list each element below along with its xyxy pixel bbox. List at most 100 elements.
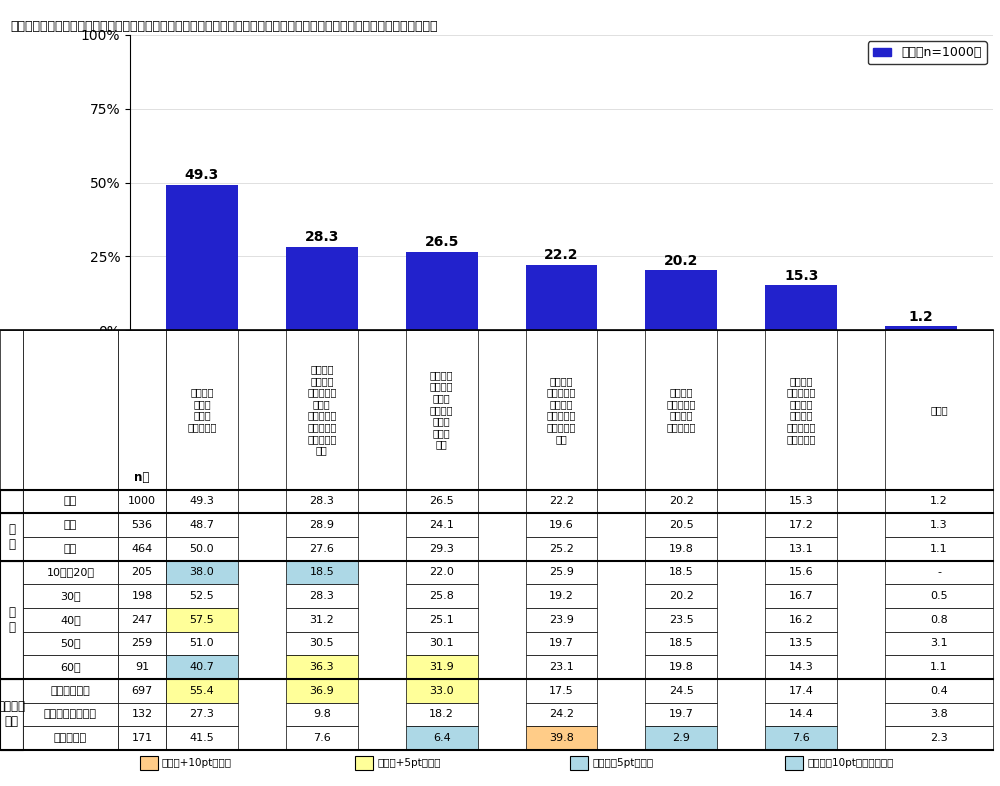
- Text: 1.1: 1.1: [930, 662, 948, 672]
- Text: 25.1: 25.1: [429, 615, 454, 625]
- Text: 30.1: 30.1: [429, 638, 454, 648]
- Text: 17.2: 17.2: [789, 520, 814, 530]
- Text: 30代: 30代: [60, 591, 81, 601]
- Text: 16.7: 16.7: [789, 591, 814, 601]
- Text: 温室効果
ガス削減
効果が
あるか、
わかり
やすい
表示: 温室効果 ガス削減 効果が あるか、 わかり やすい 表示: [430, 370, 453, 450]
- Text: 全体: 全体: [64, 497, 77, 506]
- Text: 19.7: 19.7: [669, 710, 694, 719]
- Text: 31.9: 31.9: [429, 662, 454, 672]
- Text: 男性: 男性: [64, 520, 77, 530]
- Bar: [885, 326, 957, 330]
- Text: 171: 171: [131, 733, 153, 744]
- Text: 697: 697: [131, 686, 153, 696]
- Text: 20.2: 20.2: [669, 497, 694, 506]
- Text: 10代・20代: 10代・20代: [46, 567, 94, 578]
- Text: 24.1: 24.1: [429, 520, 454, 530]
- Text: 51.0: 51.0: [190, 638, 214, 648]
- Text: 24.5: 24.5: [669, 686, 694, 696]
- Text: 15.3: 15.3: [789, 497, 814, 506]
- Bar: [406, 252, 478, 330]
- Text: 16.2: 16.2: [789, 615, 814, 625]
- Text: 27.3: 27.3: [189, 710, 214, 719]
- Text: 全体比－5pt以下／: 全体比－5pt以下／: [592, 758, 653, 768]
- Text: 15.3: 15.3: [784, 269, 818, 282]
- Text: 40.7: 40.7: [189, 662, 214, 672]
- Text: 19.6: 19.6: [549, 520, 574, 530]
- Text: 20.2: 20.2: [669, 591, 694, 601]
- Text: 1.2: 1.2: [930, 497, 948, 506]
- Text: 3.8: 3.8: [930, 710, 948, 719]
- Text: 50代: 50代: [60, 638, 81, 648]
- Text: 198: 198: [131, 591, 153, 601]
- Text: 経済的な
余裕が
持てる
ようになる: 経済的な 余裕が 持てる ようになる: [187, 387, 217, 432]
- Text: 17.5: 17.5: [549, 686, 574, 696]
- Text: 温室効果
ガス削減の
必要性に
ついて、
学ぶ機会を
増やすこと: 温室効果 ガス削減の 必要性に ついて、 学ぶ機会を 増やすこと: [787, 376, 816, 444]
- Text: 55.4: 55.4: [190, 686, 214, 696]
- Text: 49.3: 49.3: [189, 497, 214, 506]
- Text: 30.5: 30.5: [309, 638, 334, 648]
- Text: 温室効果
ガスを削減
した量が
見える表示: 温室効果 ガスを削減 した量が 見える表示: [667, 387, 696, 432]
- Text: 19.2: 19.2: [549, 591, 574, 601]
- Text: 1.2: 1.2: [909, 310, 933, 324]
- Text: 商品を購入するときに、温室効果ガス削減効果を今より重視するようになるには、どのようなことが必要か　［複数回答形式］: 商品を購入するときに、温室効果ガス削減効果を今より重視するようになるには、どのよ…: [10, 20, 438, 33]
- Text: 15.6: 15.6: [789, 567, 814, 578]
- Text: 27.6: 27.6: [309, 544, 334, 554]
- Text: 22.0: 22.0: [429, 567, 454, 578]
- Text: 女性: 女性: [64, 544, 77, 554]
- Text: 19.8: 19.8: [669, 544, 694, 554]
- Text: 0.4: 0.4: [930, 686, 948, 696]
- Text: 132: 132: [131, 710, 153, 719]
- Text: 20.2: 20.2: [664, 254, 699, 268]
- Text: 60代: 60代: [60, 662, 81, 672]
- Text: 13.1: 13.1: [789, 544, 814, 554]
- Text: 39.8: 39.8: [549, 733, 574, 744]
- Text: 14.4: 14.4: [789, 710, 814, 719]
- Text: わからない: わからない: [54, 733, 87, 744]
- Bar: [166, 185, 238, 330]
- Text: 36.3: 36.3: [309, 662, 334, 672]
- Text: 13.5: 13.5: [789, 638, 814, 648]
- Text: 18.5: 18.5: [309, 567, 334, 578]
- Text: 41.5: 41.5: [190, 733, 214, 744]
- Text: 26.5: 26.5: [424, 236, 459, 249]
- Text: 50.0: 50.0: [190, 544, 214, 554]
- Text: 19.8: 19.8: [669, 662, 694, 672]
- Text: n数: n数: [134, 472, 150, 484]
- Text: 259: 259: [131, 638, 153, 648]
- Text: その他: その他: [930, 405, 948, 415]
- Text: 全体比－10pt以下　（％）: 全体比－10pt以下 （％）: [807, 758, 893, 768]
- Text: 18.5: 18.5: [669, 638, 694, 648]
- Text: 31.2: 31.2: [309, 615, 334, 625]
- Text: 22.2: 22.2: [549, 497, 574, 506]
- Text: 2.3: 2.3: [930, 733, 948, 744]
- Text: 1.1: 1.1: [930, 544, 948, 554]
- Text: 18.5: 18.5: [669, 567, 694, 578]
- Text: 18.2: 18.2: [429, 710, 454, 719]
- Text: 温室効果
ガス削減
効果のある
商品の
購入を促進
する補助金
や税制優遇
制度: 温室効果 ガス削減 効果のある 商品の 購入を促進 する補助金 や税制優遇 制度: [307, 364, 336, 455]
- Text: 6.4: 6.4: [433, 733, 451, 744]
- Text: 49.3: 49.3: [185, 168, 219, 182]
- Bar: [526, 265, 597, 330]
- Text: 取り組みたくない: 取り組みたくない: [44, 710, 97, 719]
- Text: 23.9: 23.9: [549, 615, 574, 625]
- Text: 3.1: 3.1: [930, 638, 948, 648]
- Text: 全体比+5pt以上／: 全体比+5pt以上／: [377, 758, 440, 768]
- Text: 25.2: 25.2: [549, 544, 574, 554]
- Text: 2.9: 2.9: [672, 733, 690, 744]
- Text: 男
女: 男 女: [8, 523, 15, 551]
- Text: 取り組み
意向: 取り組み 意向: [0, 700, 25, 729]
- Text: 25.8: 25.8: [429, 591, 454, 601]
- Text: 7.6: 7.6: [792, 733, 810, 744]
- Bar: [286, 247, 358, 330]
- Text: 25.9: 25.9: [549, 567, 574, 578]
- Text: 247: 247: [131, 615, 153, 625]
- Text: 7.6: 7.6: [313, 733, 331, 744]
- Text: 28.3: 28.3: [305, 230, 339, 244]
- Text: 40代: 40代: [60, 615, 81, 625]
- Bar: [765, 285, 837, 330]
- Text: 温室効果
ガス削減に
みんなで
取り組もう
という環境
整備: 温室効果 ガス削減に みんなで 取り組もう という環境 整備: [547, 376, 576, 444]
- Text: 17.4: 17.4: [789, 686, 814, 696]
- Text: 23.1: 23.1: [549, 662, 574, 672]
- Legend: 全体【n=1000】: 全体【n=1000】: [868, 41, 987, 64]
- Text: 28.3: 28.3: [309, 497, 334, 506]
